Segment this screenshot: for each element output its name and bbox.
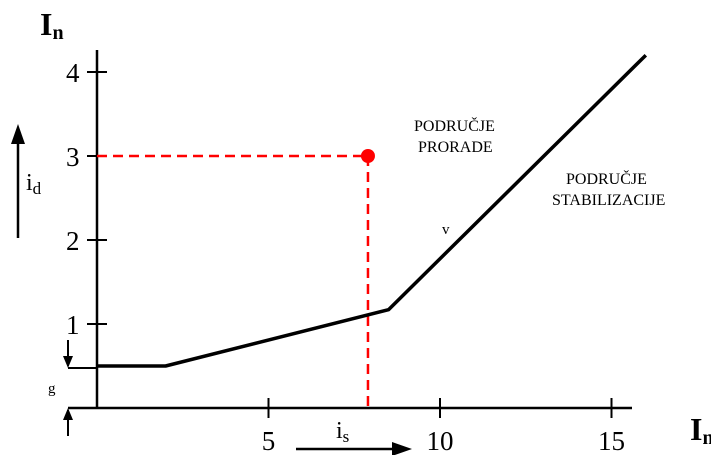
g-dim-bottom-arrow [63, 408, 73, 420]
id-arrow-head [11, 124, 25, 144]
x-tick-label: 10 [427, 426, 454, 455]
y-tick-label: 3 [66, 142, 80, 172]
y-ticks: 1 2 3 4 [66, 58, 107, 340]
id-label: id [26, 170, 42, 198]
y-axis-title: In [40, 6, 64, 44]
x-ticks: 5 10 15 [262, 398, 625, 455]
y-tick-label: 2 [66, 226, 80, 256]
is-label: is [336, 418, 349, 446]
x-axis-title: In [690, 411, 711, 449]
is-arrow-head [392, 442, 412, 455]
y-tick-label: 4 [66, 58, 80, 88]
region-tripping-line1: PODRUČJE [414, 116, 495, 135]
region-stabilization-line1: PODRUČJE [566, 169, 647, 188]
region-tripping-line2: PRORADE [418, 139, 493, 156]
y-tick-label: 1 [66, 310, 80, 340]
x-tick-label: 15 [598, 426, 625, 455]
characteristic-line [97, 53, 648, 368]
g-dim-top-arrow [63, 356, 73, 368]
x-tick-label: 5 [262, 426, 276, 455]
region-stabilization-line2: STABILIZACIJE [552, 192, 665, 209]
g-label: g [48, 381, 56, 397]
operating-point [360, 149, 375, 163]
slope-mark: v [442, 222, 450, 238]
